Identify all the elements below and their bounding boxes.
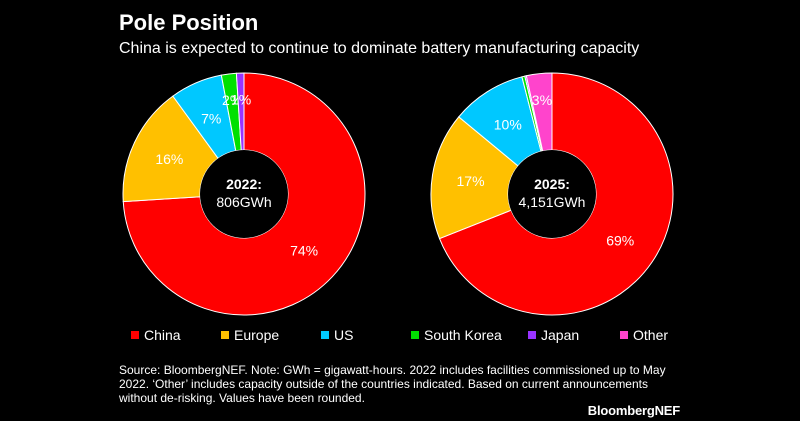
legend-item-other: Other bbox=[620, 327, 668, 343]
legend-label-other: Other bbox=[633, 327, 669, 343]
center-value-1: 806GWh bbox=[216, 194, 271, 210]
donut-hole-1 bbox=[200, 150, 288, 238]
chart-subtitle: China is expected to continue to dominat… bbox=[119, 40, 640, 57]
data-label-europe-2: 17% bbox=[457, 173, 485, 189]
legend-label-south-korea: South Korea bbox=[424, 327, 502, 343]
legend-item-china: China bbox=[131, 327, 181, 343]
legend-label-japan: Japan bbox=[541, 327, 580, 343]
donut-charts: 74% 16% 7%2%1% 2022: 806GWh 69% 17% 10% 3% 2025: 4… bbox=[122, 72, 674, 316]
legend-item-japan: Japan bbox=[528, 327, 579, 343]
legend-swatch-china bbox=[131, 331, 139, 339]
legend-swatch-other bbox=[620, 331, 628, 339]
legend-swatch-japan bbox=[528, 331, 536, 339]
legend-item-south-korea: South Korea bbox=[411, 327, 502, 343]
data-label-china-1: 74% bbox=[290, 242, 318, 258]
data-label-us-2: 10% bbox=[494, 116, 522, 132]
data-label-europe-1: 16% bbox=[155, 151, 183, 167]
legend-label-us: US bbox=[334, 327, 354, 343]
data-label-us-1: 7% bbox=[201, 110, 221, 126]
donut-hole-2 bbox=[508, 150, 596, 238]
brand-logo: BloombergNEF bbox=[587, 403, 680, 418]
center-year-2: 2025: bbox=[534, 176, 570, 192]
source-note: Source: BloombergNEF. Note: GWh = gigawa… bbox=[119, 363, 666, 405]
chart-title: Pole Position bbox=[119, 10, 259, 35]
data-label-south-korea-1: 2% bbox=[222, 92, 242, 108]
data-label-japan-1: 1% bbox=[231, 92, 251, 108]
legend-swatch-us bbox=[321, 331, 329, 339]
data-label-other-2: 3% bbox=[532, 92, 552, 108]
legend-swatch-south-korea bbox=[411, 331, 419, 339]
center-year-1: 2022: bbox=[226, 176, 262, 192]
data-label-china-2: 69% bbox=[606, 232, 634, 248]
legend-label-china: China bbox=[144, 327, 181, 343]
legend-item-us: US bbox=[321, 327, 353, 343]
legend-item-europe: Europe bbox=[221, 327, 279, 343]
center-value-2: 4,151GWh bbox=[519, 194, 586, 210]
legend-label-europe: Europe bbox=[234, 327, 280, 343]
legend-swatch-europe bbox=[221, 331, 229, 339]
